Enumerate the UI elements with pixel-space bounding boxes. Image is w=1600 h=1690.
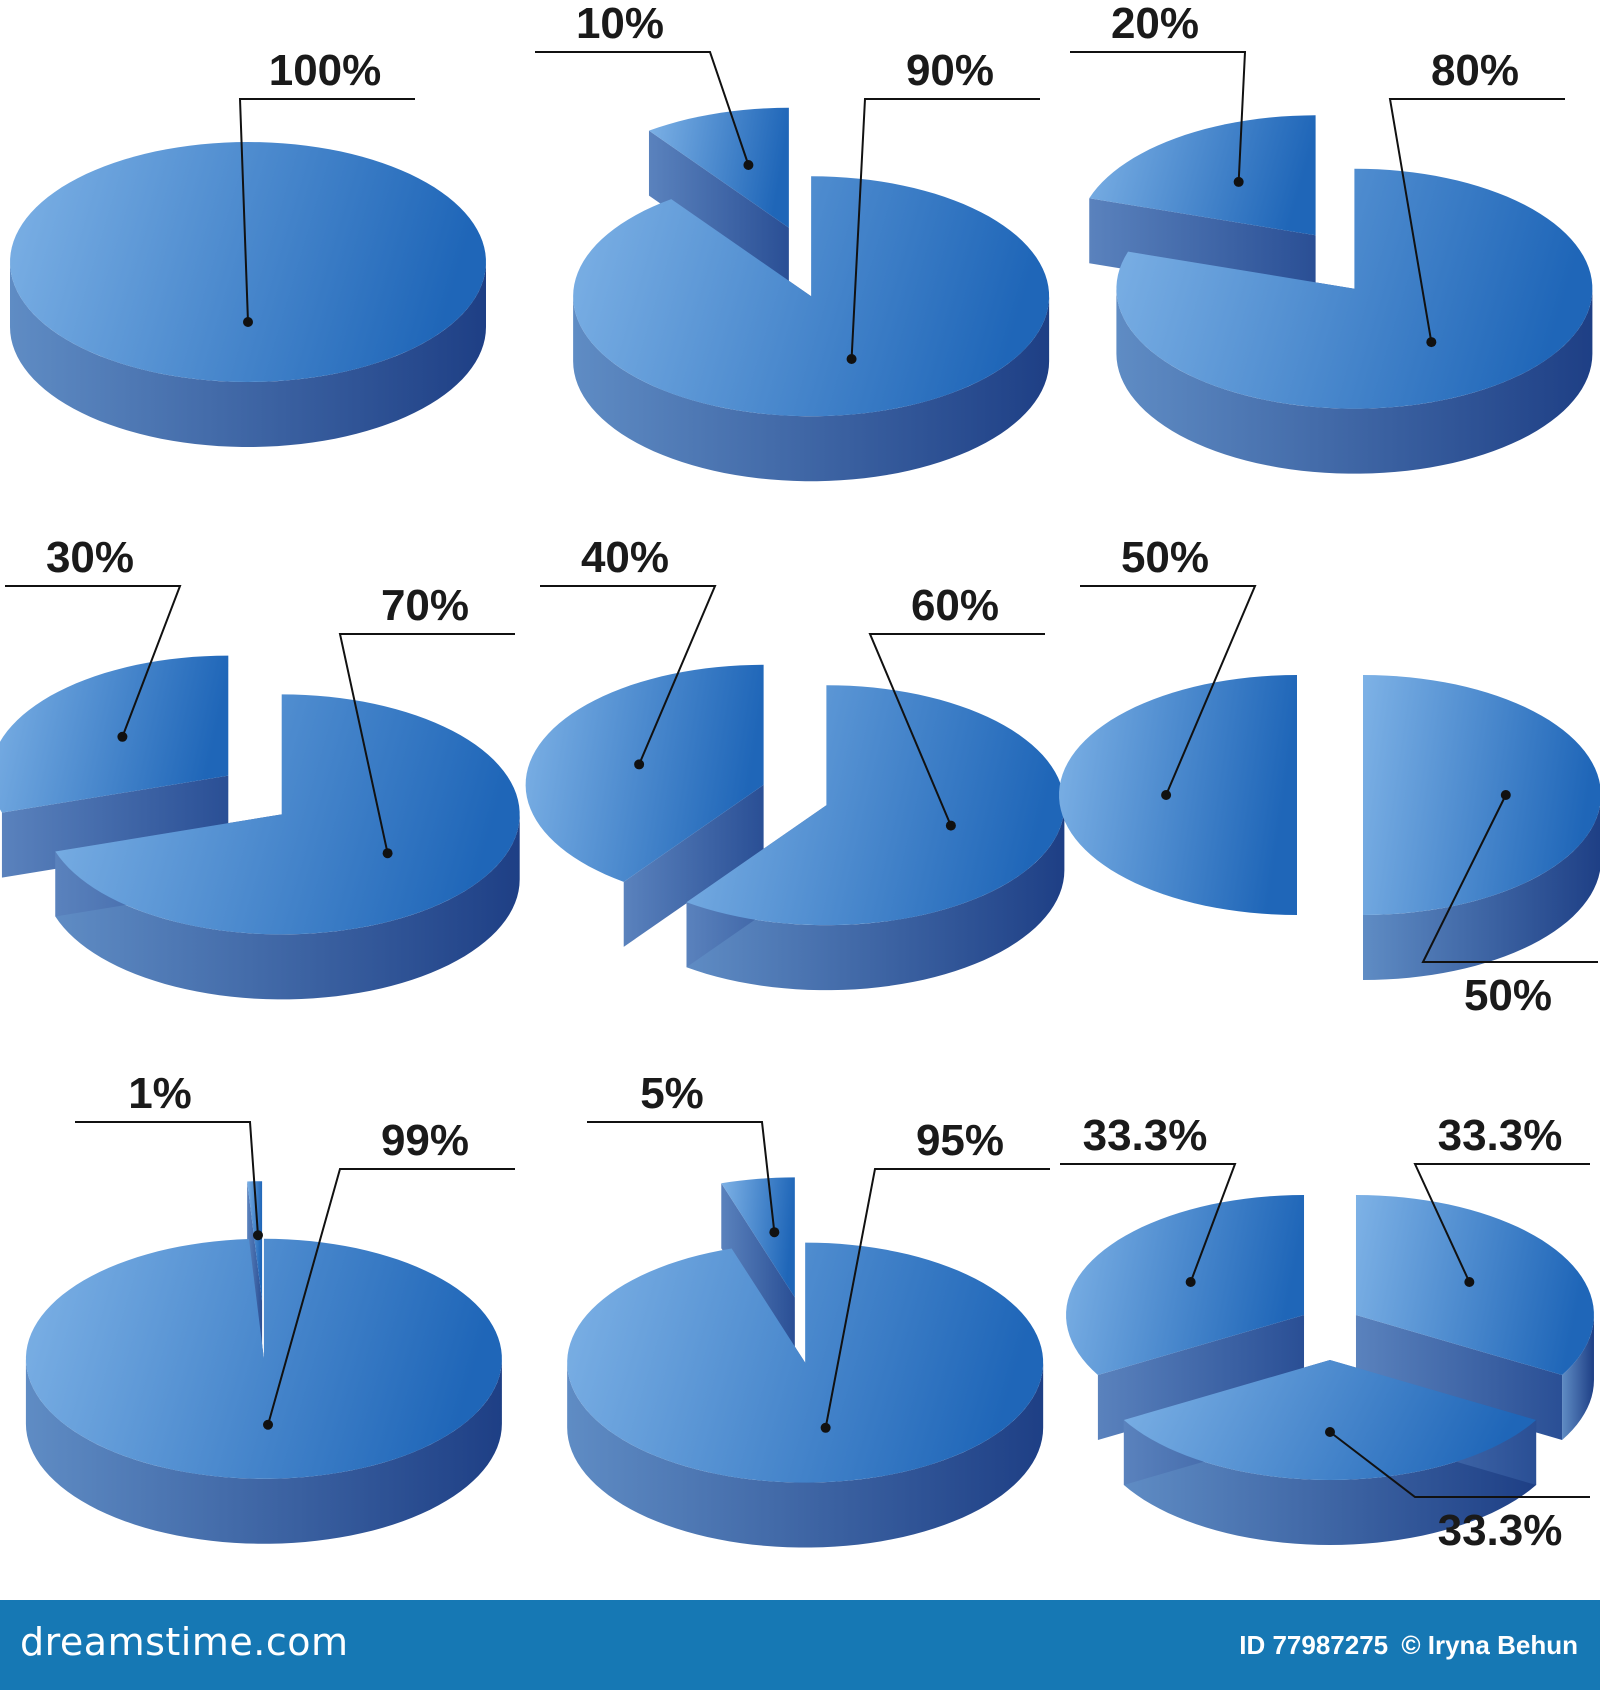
percent-label: 5%	[640, 1069, 704, 1118]
leader-line	[824, 1168, 1050, 1428]
percent-label: 1%	[128, 1069, 192, 1118]
percent-label: 99%	[381, 1116, 469, 1165]
percent-label: 20%	[1111, 0, 1199, 48]
pie-chart-9: 33.3% 33.3% 33.3%	[1060, 1111, 1594, 1555]
percent-label: 33.3%	[1438, 1111, 1563, 1160]
dreamstime-logo: dreamstime.com	[20, 1620, 349, 1664]
percent-label: 100%	[269, 46, 382, 95]
leader-line	[1060, 1163, 1237, 1283]
percent-label: 95%	[916, 1116, 1004, 1165]
pie-slice	[567, 1242, 1044, 1548]
percent-label: 80%	[1431, 46, 1519, 95]
pie-slice	[10, 142, 486, 447]
footer-bar: dreamstime.com ID 77987275 © Iryna Behun	[0, 1600, 1600, 1690]
copyright-text: © Iryna Behun	[1401, 1630, 1578, 1660]
leader-line	[1421, 794, 1598, 963]
pie-slice	[721, 1177, 795, 1363]
leader-line	[1080, 585, 1257, 796]
leader-line	[540, 585, 717, 765]
pie-slice	[1059, 675, 1297, 915]
pie-slice	[25, 1238, 502, 1544]
leader-line	[5, 585, 182, 738]
pie-chart-2: 10% 90%	[535, 0, 1050, 482]
leader-line	[535, 51, 750, 166]
leader-line	[1413, 1163, 1590, 1283]
percent-label: 30%	[46, 533, 134, 582]
pie-chart-5: 40% 60%	[525, 533, 1065, 991]
leader-line	[1070, 51, 1247, 182]
leader-line	[1329, 1431, 1590, 1498]
leader-line	[1388, 98, 1565, 343]
pie-slice	[1066, 1195, 1305, 1440]
percent-label: 50%	[1121, 533, 1209, 582]
leader-line	[338, 633, 515, 854]
percent-label: 90%	[906, 46, 994, 95]
leader-line	[238, 98, 415, 323]
pie-slice	[573, 176, 1050, 482]
pie-slice	[1363, 675, 1600, 980]
percent-label: 50%	[1464, 971, 1552, 1020]
percent-label: 33.3%	[1438, 1506, 1563, 1555]
pie-chart-7: 1% 99%	[25, 1069, 515, 1544]
pie-slice	[1355, 1195, 1594, 1440]
percent-label: 70%	[381, 581, 469, 630]
percent-label: 40%	[581, 533, 669, 582]
pie-chart-4: 30% 70%	[0, 533, 520, 1000]
image-credit: ID 77987275 © Iryna Behun	[1233, 1630, 1578, 1661]
percent-label: 33.3%	[1083, 1111, 1208, 1160]
pie-chart-8: 5% 95%	[567, 1069, 1050, 1548]
leader-line	[587, 1121, 776, 1233]
pie-charts-grid: 100% 10% 90% 20% 80% 30% 70% 40% 60% 50% 50% 1% 99% 5…	[0, 0, 1600, 1555]
percent-label: 10%	[576, 0, 664, 48]
pie-slice	[1116, 168, 1593, 474]
pie-chart-3: 20% 80%	[1070, 0, 1593, 474]
pie-slice	[55, 694, 520, 1000]
pie-slice	[525, 664, 764, 947]
leader-line	[868, 633, 1045, 826]
pie-chart-6: 50% 50%	[1059, 533, 1600, 1020]
pie-slice	[1123, 1360, 1537, 1545]
image-id: ID 77987275	[1239, 1630, 1389, 1660]
percent-label: 60%	[911, 581, 999, 630]
leader-line	[75, 1121, 259, 1236]
pie-slice	[648, 107, 789, 293]
leader-line	[267, 1168, 515, 1426]
leader-line	[850, 98, 1040, 360]
pie-chart-1: 100%	[10, 46, 486, 447]
pie-slice	[686, 685, 1065, 991]
